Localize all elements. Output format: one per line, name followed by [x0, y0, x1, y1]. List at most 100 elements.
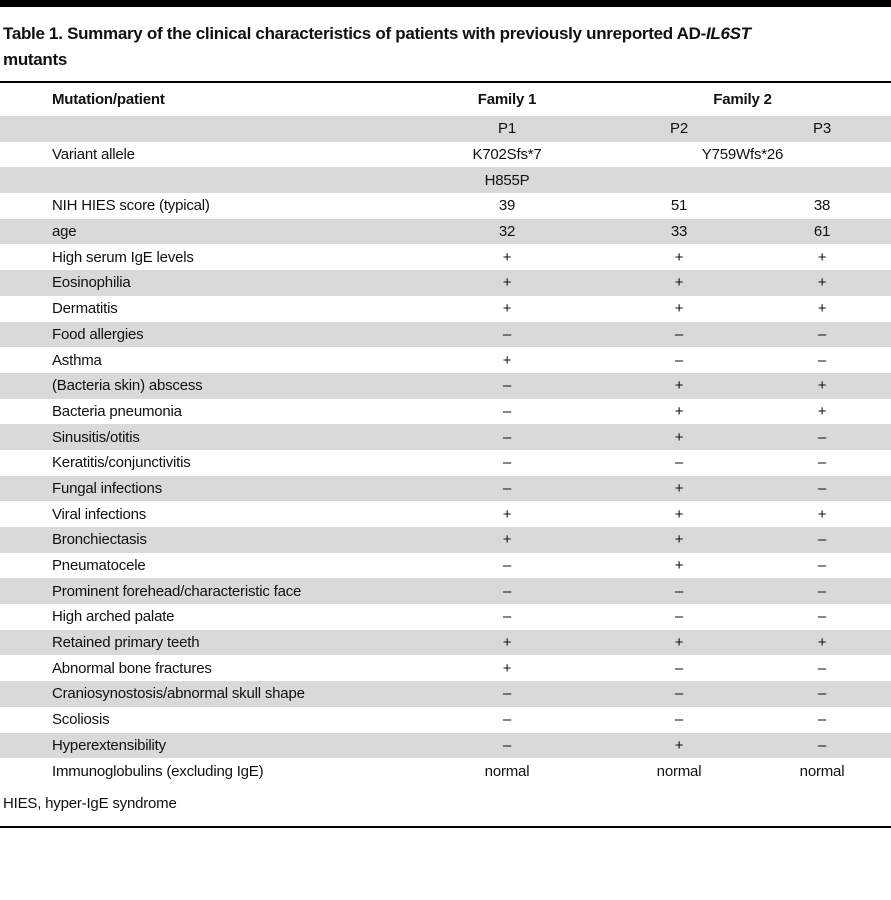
p2-value: +: [674, 634, 684, 652]
row-label: Prominent forehead/characteristic face: [52, 582, 302, 600]
row-label: Scoliosis: [52, 711, 110, 729]
clinical-row: Sinusitis/otitis – + –: [0, 424, 891, 450]
p3-value: –: [817, 557, 827, 575]
empty-cell: [764, 167, 891, 193]
p2-value: +: [674, 377, 684, 395]
p3-value: –: [817, 582, 827, 600]
row-label: Fungal infections: [52, 479, 163, 497]
p1-value: –: [502, 736, 512, 754]
patient-p3-label: P3: [813, 120, 831, 138]
p3-value: +: [817, 300, 827, 318]
mutation-patient-header: Mutation/patient: [52, 91, 165, 108]
p1-value: –: [502, 557, 512, 575]
clinical-row: Fungal infections – + –: [0, 475, 891, 502]
title-divider-rule: [0, 81, 891, 83]
clinical-row: Craniosynostosis/abnormal skull shape – …: [0, 681, 891, 707]
row-label: High serum IgE levels: [52, 248, 194, 266]
row-label: age: [52, 223, 77, 241]
p2-value: normal: [656, 762, 702, 780]
row-label: Eosinophilia: [52, 274, 131, 292]
variant-allele-extra-row: H855P: [0, 167, 891, 194]
clinical-row: Immunoglobulins (excluding IgE) normal n…: [0, 758, 891, 784]
clinical-row: Bacteria pneumonia – + +: [0, 399, 891, 425]
p3-value: 61: [813, 223, 831, 241]
p2-value: +: [674, 428, 684, 446]
row-label: NIH HIES score (typical): [52, 197, 210, 215]
variant-allele-label: Variant allele: [52, 146, 135, 164]
p3-value: –: [817, 351, 827, 369]
row-label: Bacteria pneumonia: [52, 402, 182, 420]
p1-value: –: [502, 454, 512, 472]
p3-value: –: [817, 659, 827, 677]
clinical-row: Abnormal bone fractures + – –: [0, 655, 891, 681]
p3-value: +: [817, 274, 827, 292]
row-label: Bronchiectasis: [52, 531, 147, 549]
p3-value: +: [817, 402, 827, 420]
p1-value: 39: [498, 197, 516, 215]
p1-value: +: [502, 634, 512, 652]
row-label: Retained primary teeth: [52, 634, 200, 652]
p1-value: normal: [484, 762, 530, 780]
table-title-line2: mutants: [3, 50, 68, 69]
p2-value: –: [674, 659, 684, 677]
clinical-row: High serum IgE levels + + +: [0, 244, 891, 270]
clinical-row: Pneumatocele – + –: [0, 553, 891, 579]
table-footnote: HIES, hyper-IgE syndrome: [3, 794, 177, 812]
table-title: Table 1. Summary of the clinical charact…: [3, 21, 891, 73]
empty-cell: [0, 116, 420, 142]
gene-name-italic: IL6ST: [705, 24, 751, 43]
family2-allele-value: Y759Wfs*26: [701, 146, 784, 164]
clinical-row: Eosinophilia + + +: [0, 270, 891, 296]
p1-value: –: [502, 402, 512, 420]
p1-value: +: [502, 300, 512, 318]
clinical-row: Viral infections + + +: [0, 501, 891, 527]
p2-value: –: [674, 711, 684, 729]
row-label: Keratitis/conjunctivitis: [52, 454, 191, 472]
row-label: Abnormal bone fractures: [52, 659, 212, 677]
empty-cell: [594, 167, 764, 193]
empty-cell: [0, 167, 420, 193]
family1-allele2-value: H855P: [484, 171, 530, 189]
top-rule-thick: [0, 0, 891, 7]
row-label: Dermatitis: [52, 300, 118, 318]
family1-allele-value: K702Sfs*7: [472, 146, 542, 164]
p1-value: –: [502, 325, 512, 343]
clinical-row: (Bacteria skin) abscess – + +: [0, 372, 891, 399]
row-label: Asthma: [52, 351, 102, 369]
row-label: Viral infections: [52, 505, 147, 523]
p1-value: –: [502, 428, 512, 446]
header-row: Mutation/patient Family 1 Family 2: [0, 83, 891, 116]
clinical-row: Food allergies – – –: [0, 321, 891, 348]
p2-value: –: [674, 351, 684, 369]
p3-value: –: [817, 479, 827, 497]
table-title-text: Table 1. Summary of the clinical charact…: [3, 24, 706, 43]
clinical-row: Scoliosis – – –: [0, 707, 891, 733]
p1-value: +: [502, 659, 512, 677]
p2-value: 33: [670, 223, 688, 241]
patient-p1-label: P1: [498, 120, 516, 138]
patient-id-row: P1 P2 P3: [0, 116, 891, 142]
p1-value: +: [502, 505, 512, 523]
clinical-row: Keratitis/conjunctivitis – – –: [0, 450, 891, 476]
row-label: Immunoglobulins (excluding IgE): [52, 762, 264, 780]
p2-value: +: [674, 479, 684, 497]
p2-value: +: [674, 248, 684, 266]
p1-value: +: [502, 248, 512, 266]
p2-value: –: [674, 454, 684, 472]
p2-value: 51: [670, 197, 688, 215]
p2-value: +: [674, 274, 684, 292]
family2-header: Family 2: [713, 91, 772, 108]
p2-value: +: [674, 402, 684, 420]
p3-value: 38: [813, 197, 831, 215]
clinical-row: Bronchiectasis + + –: [0, 527, 891, 553]
p1-value: –: [502, 608, 512, 626]
bottom-rule: [0, 825, 891, 828]
p3-value: –: [817, 531, 827, 549]
clinical-row: Retained primary teeth + + +: [0, 629, 891, 656]
p3-value: +: [817, 505, 827, 523]
p3-value: +: [817, 634, 827, 652]
paper-page: Table 1. Summary of the clinical charact…: [0, 0, 891, 828]
p3-value: –: [817, 685, 827, 703]
family1-header: Family 1: [477, 91, 537, 108]
row-label: Hyperextensibility: [52, 736, 166, 754]
